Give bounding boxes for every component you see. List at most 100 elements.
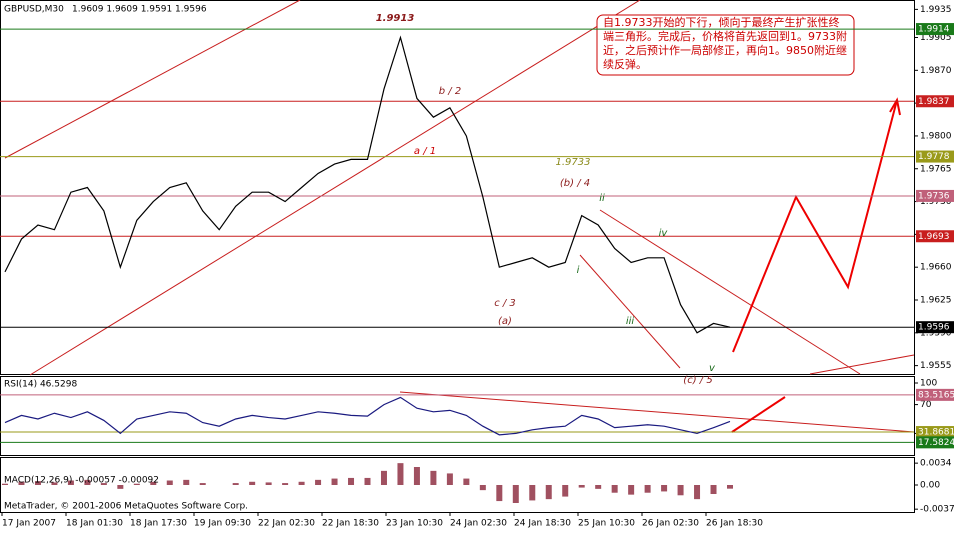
macd-bar — [413, 467, 420, 485]
annotation: (c) / 5 — [683, 375, 712, 386]
comment-box — [596, 14, 855, 76]
quote: 1.9609 1.9609 1.9591 1.9596 — [72, 5, 207, 15]
triangle-line — [579, 254, 681, 369]
channel-line — [29, 0, 641, 376]
macd-bar — [661, 485, 668, 492]
y-tick-label: 70 — [920, 400, 932, 410]
macd-bar — [18, 481, 25, 485]
macd-bar — [34, 481, 41, 485]
macd-bar — [166, 480, 173, 485]
trendlines — [4, 0, 915, 433]
price-line — [4, 35, 731, 334]
x-tick-label: 25 Jan 10:30 — [578, 519, 635, 529]
annotation: (b) / 4 — [560, 178, 590, 189]
annotation: ii — [599, 193, 605, 204]
y-tick-label: 0.00 — [920, 481, 940, 491]
macd-bar — [282, 483, 289, 485]
level-label: 1.9736 — [918, 191, 950, 201]
header: GBPUSD,M30 — [4, 5, 64, 15]
forecast-path — [732, 99, 898, 353]
level-badge — [916, 321, 954, 334]
y-tick-label: 1.9660 — [920, 263, 952, 273]
macd-bar — [2, 483, 8, 485]
macd-bar — [644, 485, 651, 493]
macd-title: MACD(12,26,9) -0.00057 -0.00092 — [4, 476, 159, 486]
comment-line: 近，之后预计作一局部修正，再向1。9850附近继 — [603, 43, 847, 57]
level-label: 1.9914 — [918, 25, 950, 35]
rsi-forecast — [731, 396, 786, 433]
comment-line: 续反弹。 — [603, 57, 647, 71]
macd-bar — [199, 483, 206, 485]
macd-bar — [562, 485, 569, 497]
macd-bar — [364, 477, 371, 485]
macd-bar — [595, 485, 602, 489]
level-label: 83.5165 — [918, 390, 954, 400]
level-label: 1.9596 — [918, 323, 950, 333]
rsi-title: RSI(14) 46.5298 — [4, 380, 77, 390]
x-tick-label: 18 Jan 17:30 — [130, 519, 187, 529]
annotation: 1.9733 — [556, 157, 591, 168]
y-tick-label: 100 — [920, 379, 937, 389]
macd-bar — [100, 483, 107, 485]
channel-line — [4, 0, 301, 159]
macd-bar — [67, 480, 74, 485]
x-tick-label: 19 Jan 09:30 — [194, 519, 251, 529]
macd-bar — [578, 485, 585, 488]
x-tick-label: 22 Jan 02:30 — [258, 519, 315, 529]
y-tick-label: 1.9935 — [920, 5, 952, 15]
x-tick-label: 24 Jan 02:30 — [450, 519, 507, 529]
level-badge — [916, 23, 954, 36]
level-label: 17.5824 — [918, 438, 954, 448]
macd-bar — [298, 481, 305, 485]
macd-bar — [512, 485, 519, 503]
macd-bar — [710, 485, 717, 494]
y-tick-label: 1.9870 — [920, 66, 952, 76]
level-badge — [916, 388, 954, 401]
level-label: 1.9693 — [918, 232, 950, 242]
level-badge — [916, 426, 954, 439]
annotation: iv — [659, 228, 669, 239]
triangle-line — [599, 209, 861, 375]
macd-bar — [397, 463, 404, 485]
triangle-line — [809, 354, 915, 375]
macd-bar — [315, 479, 322, 485]
macd-bar — [133, 483, 140, 485]
y-tick-label: 1.9765 — [920, 164, 952, 174]
x-tick-label: 26 Jan 02:30 — [642, 519, 699, 529]
macd-bar — [479, 485, 486, 491]
annotation: a / 1 — [414, 146, 436, 157]
macd-bar — [446, 473, 453, 485]
level-badge — [916, 230, 954, 243]
macd-bar — [232, 483, 239, 485]
macd-bar — [380, 470, 387, 485]
macd-bar — [84, 479, 91, 485]
price-frame — [0, 0, 915, 375]
macd-bar — [496, 485, 503, 502]
level-badge — [916, 95, 954, 108]
macd-bar — [183, 479, 190, 485]
macd-bar — [545, 485, 552, 500]
macd-bar — [611, 485, 618, 493]
footer: MetaTrader, © 2001-2006 MetaQuotes Softw… — [4, 502, 248, 512]
y-tick-label: 1.9590 — [920, 328, 952, 338]
x-tick-label: 17 Jan 2007 — [2, 519, 56, 529]
macd-bar — [694, 485, 701, 500]
level-label: 1.9778 — [918, 152, 950, 162]
x-tick-label: 18 Jan 01:30 — [66, 519, 123, 529]
y-tick-label: 0.0034 — [920, 459, 952, 469]
annotation: c / 3 — [494, 298, 516, 309]
macd-bar — [677, 485, 684, 496]
arrow-head — [889, 97, 901, 116]
y-tick-label: -0.00376 — [920, 505, 954, 515]
comment-line: 端三角形。完成后，价格将首先返回到1。9733附 — [603, 29, 847, 43]
y-tick-label: 1.9800 — [920, 131, 952, 141]
annotation: b / 2 — [439, 86, 461, 97]
y-tick-label: 1.9730 — [920, 197, 952, 207]
annotation: 1.9913 — [376, 13, 415, 24]
macd-bar — [430, 470, 437, 485]
annotation: i — [577, 265, 580, 276]
comment-line: 自1.9733开始的下行，倾向于最终产生扩张性终 — [603, 15, 840, 29]
